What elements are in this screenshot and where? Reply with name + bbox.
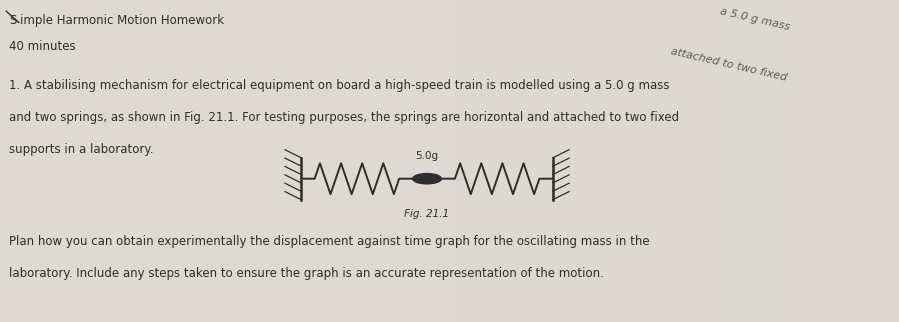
Bar — [614, 0, 629, 322]
Circle shape — [413, 174, 441, 184]
Bar — [584, 0, 600, 322]
Bar — [779, 0, 794, 322]
Bar — [869, 0, 884, 322]
Bar — [479, 0, 494, 322]
Bar — [764, 0, 779, 322]
Bar — [884, 0, 899, 322]
Bar — [524, 0, 539, 322]
Bar — [465, 0, 479, 322]
Bar — [600, 0, 614, 322]
Bar — [555, 0, 569, 322]
Bar — [809, 0, 824, 322]
Bar — [824, 0, 839, 322]
Bar — [645, 0, 659, 322]
Bar — [569, 0, 584, 322]
Text: imple Harmonic Motion Homework: imple Harmonic Motion Homework — [20, 14, 224, 27]
Bar — [674, 0, 690, 322]
Text: a 5.0 g mass: a 5.0 g mass — [719, 6, 791, 32]
Text: Fig. 21.1: Fig. 21.1 — [405, 209, 450, 219]
Bar — [690, 0, 704, 322]
Bar — [450, 0, 465, 322]
Bar — [494, 0, 510, 322]
Text: 1. A stabilising mechanism for electrical equipment on board a high-speed train : 1. A stabilising mechanism for electrica… — [9, 79, 670, 92]
Text: 5.0g: 5.0g — [415, 151, 439, 161]
Bar — [510, 0, 524, 322]
Bar — [794, 0, 809, 322]
Text: laboratory. Include any steps taken to ensure the graph is an accurate represent: laboratory. Include any steps taken to e… — [9, 267, 604, 280]
Bar — [719, 0, 734, 322]
Text: attached to two fixed: attached to two fixed — [670, 47, 788, 83]
Bar — [629, 0, 645, 322]
Text: Plan how you can obtain experimentally the displacement against time graph for t: Plan how you can obtain experimentally t… — [9, 235, 650, 248]
Bar — [704, 0, 719, 322]
Text: 40 minutes: 40 minutes — [9, 40, 76, 53]
Bar — [854, 0, 869, 322]
Bar — [839, 0, 854, 322]
Bar — [749, 0, 764, 322]
Bar — [539, 0, 555, 322]
Text: supports in a laboratory.: supports in a laboratory. — [9, 143, 154, 156]
Bar — [734, 0, 749, 322]
Text: S: S — [9, 14, 16, 27]
Text: and two springs, as shown in Fig. 21.1. For testing purposes, the springs are ho: and two springs, as shown in Fig. 21.1. … — [9, 111, 679, 124]
Bar — [659, 0, 674, 322]
